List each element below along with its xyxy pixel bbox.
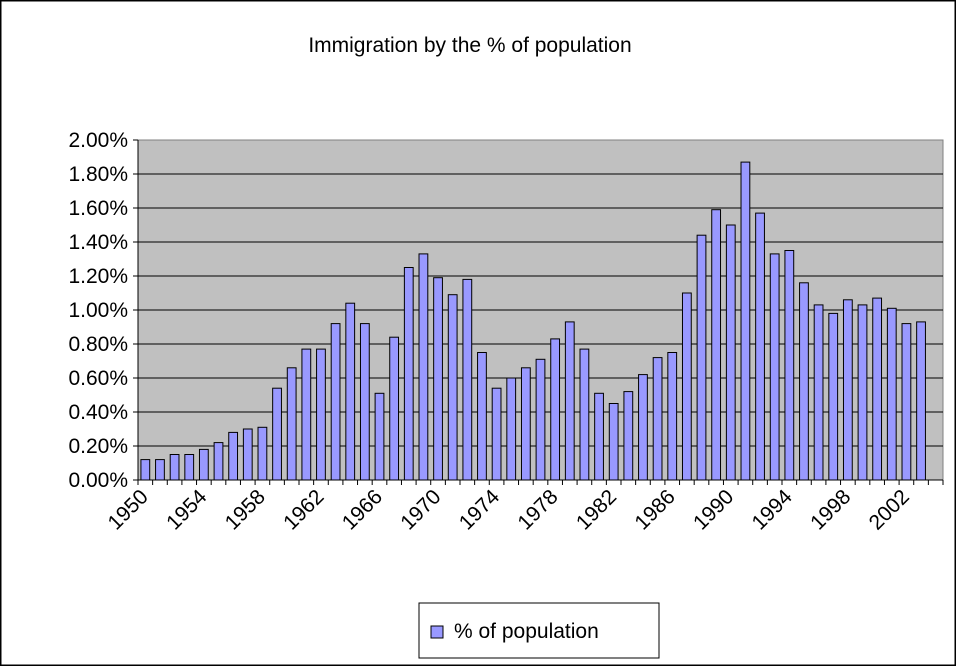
bar (916, 321, 926, 481)
bar (725, 224, 736, 481)
y-tick-label: 0.60% (68, 367, 128, 390)
bar (418, 253, 429, 481)
y-axis-ticks: 0.00% 0.20% 0.40% 0.60% 0.80% 1.00% 1.20% 1.40%… (68, 129, 138, 492)
bar (462, 278, 473, 481)
bar (316, 348, 326, 481)
bar (447, 294, 458, 481)
bar (799, 282, 809, 481)
bar (272, 387, 282, 481)
bar (769, 253, 780, 481)
bar (711, 209, 722, 481)
bar (696, 234, 707, 481)
legend: % of population (418, 602, 660, 659)
bar (213, 442, 224, 481)
bar (184, 454, 195, 481)
bar (901, 323, 912, 481)
bar (857, 304, 868, 481)
bar (301, 348, 312, 481)
y-tick-label: 1.80% (68, 163, 128, 186)
bar (140, 459, 151, 481)
bar (491, 387, 502, 481)
bar (638, 374, 648, 481)
bar (828, 312, 839, 481)
bar (359, 323, 370, 481)
bar (681, 292, 692, 481)
bar (228, 431, 239, 481)
bar (345, 302, 356, 481)
bar (608, 403, 619, 481)
bar (813, 304, 824, 481)
bar (155, 459, 165, 481)
legend-swatch (430, 625, 444, 639)
bar (242, 428, 253, 481)
bars (140, 161, 926, 481)
legend-box (418, 602, 660, 659)
y-tick-label: 1.00% (68, 299, 128, 322)
bar (579, 348, 590, 481)
bar (667, 352, 678, 481)
bar (564, 321, 575, 481)
y-tick-label: 0.20% (68, 435, 128, 458)
legend-label: % of population (454, 620, 599, 643)
bar (886, 307, 897, 481)
bar (872, 297, 883, 481)
y-tick-label: 1.20% (68, 265, 128, 288)
bar (477, 352, 487, 481)
y-tick-label: 0.80% (68, 333, 128, 356)
bar (740, 161, 751, 481)
bar (842, 299, 853, 481)
bar (623, 391, 634, 481)
bar (374, 392, 385, 481)
bar (403, 267, 414, 481)
bar (520, 367, 531, 481)
bar (755, 212, 765, 481)
y-tick-label: 1.60% (68, 197, 128, 220)
bar (257, 426, 268, 481)
y-tick-label: 2.00% (68, 129, 128, 152)
bar (784, 250, 795, 481)
bar (330, 323, 341, 481)
bar (198, 448, 209, 481)
bar (535, 358, 546, 481)
bar (286, 367, 297, 481)
bar (506, 377, 517, 481)
bar (169, 454, 180, 481)
bar (594, 392, 604, 481)
y-tick-label: 1.40% (68, 231, 128, 254)
bar (652, 357, 663, 481)
y-tick-label: 0.40% (68, 401, 128, 424)
y-tick-label: 0.00% (68, 469, 128, 492)
bar (550, 338, 561, 481)
bar (433, 277, 443, 481)
bar (389, 336, 400, 481)
chart-title: Immigration by the % of population (308, 34, 631, 57)
